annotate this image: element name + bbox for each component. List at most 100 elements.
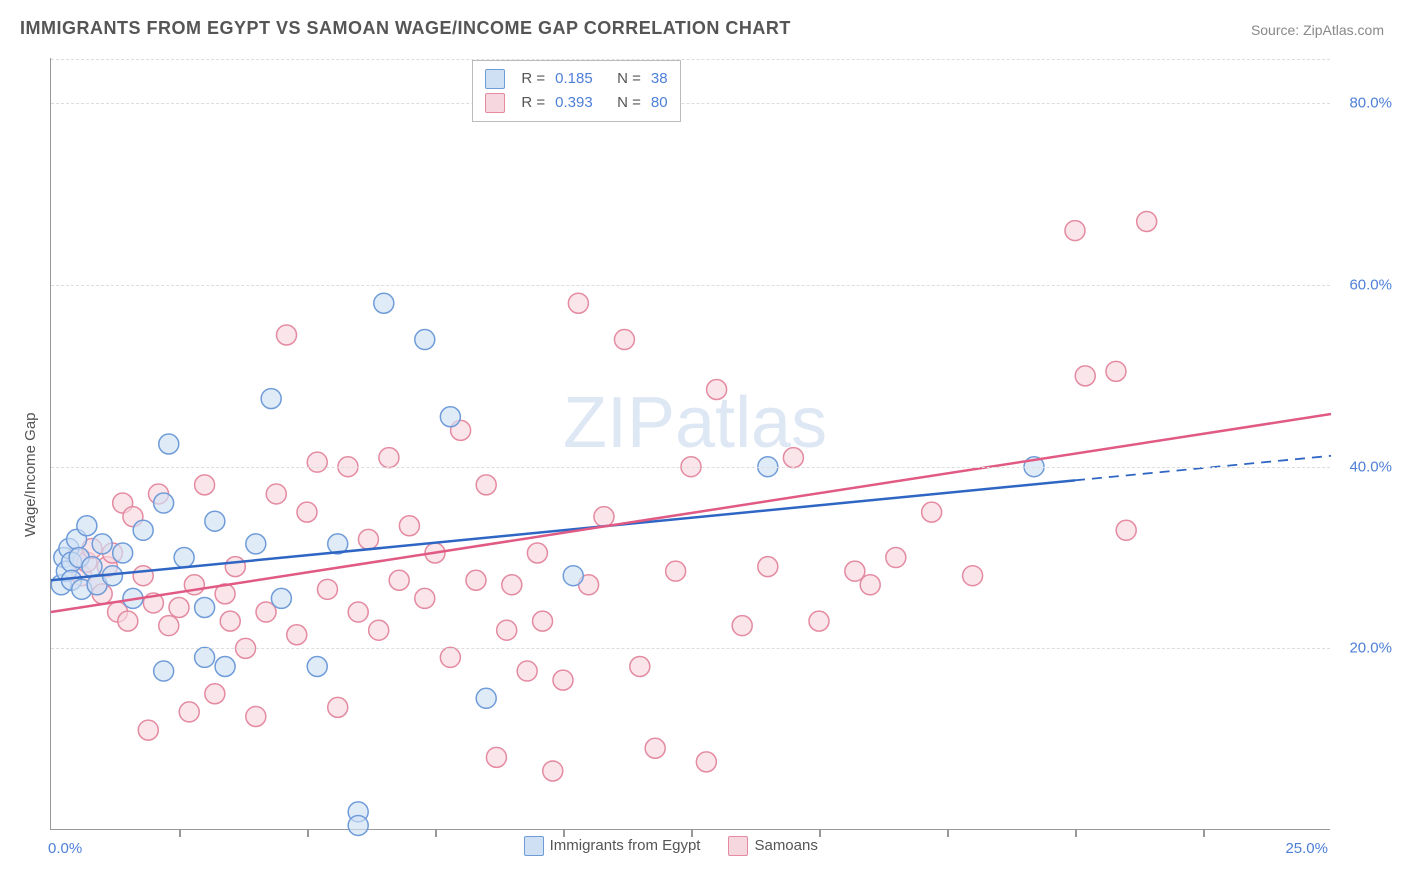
scatter-point-samoans	[1106, 361, 1126, 381]
scatter-point-samoans	[1137, 211, 1157, 231]
scatter-point-samoans	[379, 448, 399, 468]
scatter-point-samoans	[307, 452, 327, 472]
scatter-point-samoans	[758, 557, 778, 577]
grid-line	[51, 467, 1330, 468]
chart-svg	[51, 58, 1331, 830]
n-label: N =	[617, 67, 641, 91]
legend-swatch	[485, 69, 505, 89]
scatter-point-samoans	[553, 670, 573, 690]
x-tick	[307, 829, 309, 837]
r-label: R =	[521, 67, 545, 91]
stats-legend-row: R = 0.393 N = 80	[485, 91, 667, 115]
x-tick	[179, 829, 181, 837]
scatter-point-samoans	[220, 611, 240, 631]
scatter-point-egypt	[154, 493, 174, 513]
scatter-point-samoans	[399, 516, 419, 536]
scatter-point-samoans	[195, 475, 215, 495]
scatter-point-egypt	[271, 588, 291, 608]
legend-swatch	[524, 836, 544, 856]
scatter-point-samoans	[732, 616, 752, 636]
x-tick	[435, 829, 437, 837]
scatter-point-samoans	[133, 566, 153, 586]
x-tick	[1203, 829, 1205, 837]
scatter-point-samoans	[860, 575, 880, 595]
plot-area: ZIPatlas 20.0%40.0%60.0%80.0%	[50, 58, 1330, 830]
r-value: 0.393	[555, 91, 607, 115]
legend-label: Samoans	[754, 837, 817, 854]
y-tick-label: 80.0%	[1349, 95, 1392, 112]
scatter-point-samoans	[138, 720, 158, 740]
x-tick	[1075, 829, 1077, 837]
scatter-point-egypt	[77, 516, 97, 536]
y-tick-label: 40.0%	[1349, 458, 1392, 475]
scatter-point-samoans	[922, 502, 942, 522]
scatter-point-egypt	[205, 511, 225, 531]
scatter-point-egypt	[307, 657, 327, 677]
scatter-point-samoans	[476, 475, 496, 495]
grid-line	[51, 285, 1330, 286]
scatter-point-samoans	[225, 557, 245, 577]
scatter-point-egypt	[195, 647, 215, 667]
grid-line	[51, 103, 1330, 104]
scatter-point-egypt	[563, 566, 583, 586]
bottom-legend: Immigrants from Egypt Samoans	[524, 836, 818, 856]
scatter-point-samoans	[317, 579, 337, 599]
scatter-point-samoans	[594, 507, 614, 527]
legend-swatch	[485, 93, 505, 113]
r-label: R =	[521, 91, 545, 115]
grid-line	[51, 59, 1330, 60]
scatter-point-samoans	[358, 529, 378, 549]
scatter-point-egypt	[92, 534, 112, 554]
y-tick-label: 20.0%	[1349, 640, 1392, 657]
n-label: N =	[617, 91, 641, 115]
scatter-point-samoans	[543, 761, 563, 781]
scatter-point-egypt	[133, 520, 153, 540]
scatter-point-egypt	[246, 534, 266, 554]
scatter-point-samoans	[963, 566, 983, 586]
scatter-point-samoans	[205, 684, 225, 704]
scatter-point-egypt	[113, 543, 133, 563]
stats-legend-row: R =0.185N =38	[485, 67, 667, 91]
trendline-samoans	[51, 414, 1331, 612]
scatter-point-samoans	[783, 448, 803, 468]
legend-item: Immigrants from Egypt	[524, 836, 701, 856]
trendline-extend-egypt	[1075, 456, 1331, 481]
grid-line	[51, 648, 1330, 649]
x-max-label: 25.0%	[1285, 840, 1328, 857]
legend-label: Immigrants from Egypt	[550, 837, 701, 854]
chart-container: { "title": "IMMIGRANTS FROM EGYPT VS SAM…	[0, 0, 1406, 892]
x-tick	[819, 829, 821, 837]
scatter-point-samoans	[246, 706, 266, 726]
scatter-point-samoans	[297, 502, 317, 522]
n-value: 80	[651, 91, 668, 115]
scatter-point-egypt	[261, 389, 281, 409]
source-label: Source: ZipAtlas.com	[1251, 22, 1384, 38]
scatter-point-samoans	[1116, 520, 1136, 540]
scatter-point-samoans	[809, 611, 829, 631]
scatter-point-samoans	[666, 561, 686, 581]
scatter-point-egypt	[415, 330, 435, 350]
scatter-point-egypt	[215, 657, 235, 677]
scatter-point-samoans	[1065, 221, 1085, 241]
scatter-point-egypt	[195, 597, 215, 617]
scatter-point-samoans	[645, 738, 665, 758]
scatter-point-samoans	[415, 588, 435, 608]
scatter-point-samoans	[328, 697, 348, 717]
scatter-point-egypt	[374, 293, 394, 313]
scatter-point-samoans	[348, 602, 368, 622]
y-axis-label: Wage/Income Gap	[22, 412, 39, 537]
scatter-point-samoans	[287, 625, 307, 645]
scatter-point-samoans	[527, 543, 547, 563]
scatter-point-egypt	[476, 688, 496, 708]
scatter-point-samoans	[266, 484, 286, 504]
scatter-point-egypt	[174, 548, 194, 568]
stats-legend: R =0.185N =38R =0.393N =80	[472, 60, 680, 122]
scatter-point-samoans	[502, 575, 522, 595]
scatter-point-samoans	[466, 570, 486, 590]
scatter-point-samoans	[440, 647, 460, 667]
scatter-point-samoans	[886, 548, 906, 568]
scatter-point-samoans	[707, 380, 727, 400]
chart-title: IMMIGRANTS FROM EGYPT VS SAMOAN WAGE/INC…	[20, 18, 791, 39]
scatter-point-samoans	[630, 657, 650, 677]
n-value: 38	[651, 67, 668, 91]
